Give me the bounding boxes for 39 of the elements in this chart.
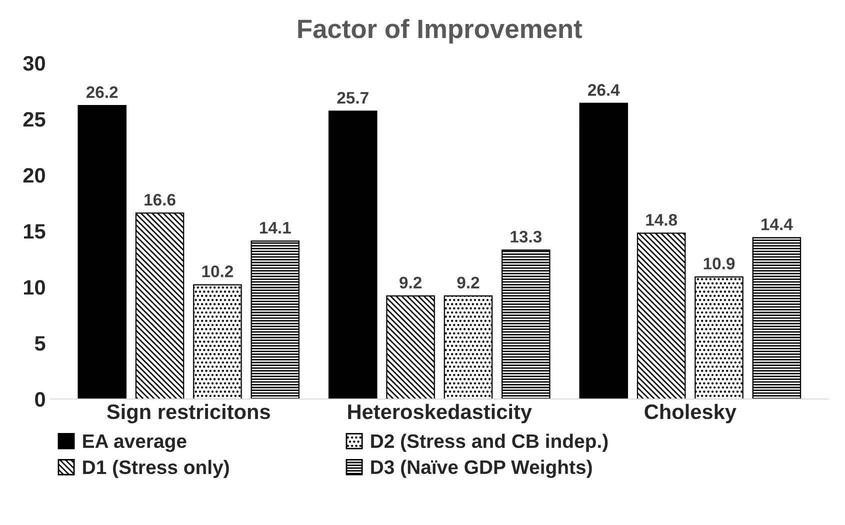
bar [328, 110, 378, 399]
x-tick-label: Heteroskedasticity [348, 404, 532, 424]
legend-label: D2 (Stress and CB indep.) [371, 434, 608, 452]
bar [579, 102, 628, 399]
bar [502, 249, 550, 399]
data-label: 26.4 [588, 84, 620, 96]
bar [250, 240, 300, 399]
y-tick-label: 30 [23, 56, 45, 71]
data-label: 25.7 [337, 92, 368, 104]
legend-label: D1 (Stress only) [83, 460, 229, 478]
legend-label: D3 (Naïve GDP Weights) [371, 460, 592, 478]
data-label: 26.2 [86, 86, 118, 98]
bar [386, 295, 435, 399]
data-label: 13.3 [510, 230, 542, 243]
x-tick-label: Cholesky [644, 404, 736, 424]
y-tick-label: 20 [23, 168, 45, 183]
x-tick-label: Sign restricitons [107, 404, 270, 424]
y-tick-label: 0 [35, 392, 45, 407]
bar [193, 284, 242, 399]
legend-label: EA average [83, 434, 186, 452]
bar [135, 212, 184, 399]
bar [444, 295, 493, 399]
bar [636, 232, 686, 399]
bar [694, 276, 744, 399]
data-label: 14.4 [762, 218, 793, 230]
y-tick-label: 15 [24, 224, 46, 239]
data-label: 14.1 [260, 222, 291, 234]
bar [752, 237, 802, 399]
data-label: 9.2 [457, 276, 480, 288]
data-label: 14.8 [646, 214, 678, 226]
chart-title: Factor of Improvement [298, 18, 582, 44]
bar [78, 105, 126, 399]
y-tick-label: 25 [23, 112, 46, 127]
y-tick-label: 10 [24, 280, 45, 295]
data-label: 10.2 [202, 265, 234, 278]
data-label: 16.6 [144, 194, 176, 206]
y-tick-label: 5 [34, 336, 46, 351]
data-label: 9.2 [400, 276, 422, 288]
data-label: 10.9 [704, 258, 735, 270]
